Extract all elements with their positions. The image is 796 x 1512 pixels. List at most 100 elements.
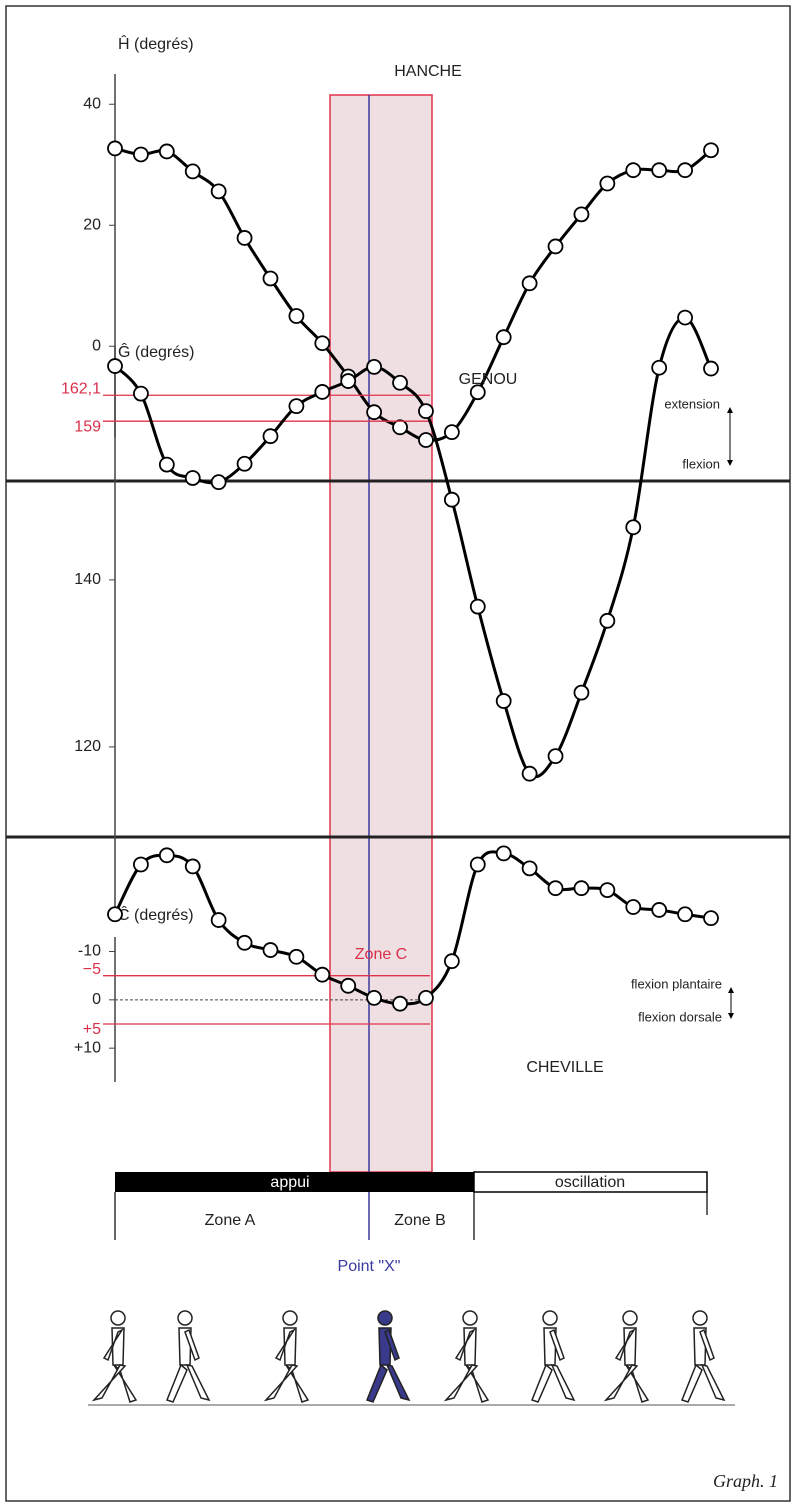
data-point xyxy=(599,612,616,629)
walker-arm xyxy=(614,1328,637,1362)
reference-label: +5 xyxy=(83,1021,101,1038)
data-point xyxy=(651,162,668,179)
walker-arm xyxy=(102,1328,125,1362)
data-point xyxy=(340,373,357,389)
phase-label: oscillation xyxy=(555,1174,625,1191)
data-point xyxy=(547,748,564,765)
data-point xyxy=(599,175,616,192)
walker-leg xyxy=(550,1363,576,1402)
zone-c-band xyxy=(329,94,433,1173)
data-point xyxy=(495,329,512,346)
data-point xyxy=(133,146,149,163)
phase-oscillation xyxy=(473,1171,708,1193)
data-point xyxy=(418,403,434,420)
chart-title: CHEVILLE xyxy=(526,1059,603,1076)
data-point xyxy=(366,404,383,421)
data-point xyxy=(210,912,227,928)
y-tick-label: +10 xyxy=(74,1039,101,1056)
data-point xyxy=(314,335,331,352)
walker-leg xyxy=(700,1363,726,1402)
zone-c-label: Zone C xyxy=(355,946,407,963)
annotation: flexion dorsale xyxy=(638,1009,722,1024)
data-point xyxy=(469,384,486,401)
walker-head xyxy=(462,1310,478,1326)
data-point xyxy=(236,230,253,246)
walker-leg xyxy=(185,1363,211,1402)
walker-leg xyxy=(531,1363,553,1403)
data-point xyxy=(340,977,357,994)
data-point xyxy=(107,358,123,374)
y-tick-label: 120 xyxy=(74,738,101,755)
data-point xyxy=(262,428,279,445)
zone-label: Zone B xyxy=(394,1212,446,1229)
data-point xyxy=(703,910,719,927)
data-point xyxy=(443,953,460,970)
walker-leg xyxy=(603,1364,639,1402)
walker-head xyxy=(692,1310,708,1326)
data-point xyxy=(625,519,642,536)
data-point xyxy=(288,398,305,415)
data-point xyxy=(469,598,486,615)
data-point xyxy=(288,948,305,965)
reference-label: 159 xyxy=(74,418,101,435)
walker-arm xyxy=(454,1328,477,1362)
data-point xyxy=(418,990,434,1006)
arrow-head xyxy=(728,1013,734,1019)
chart-title: GENOU xyxy=(459,371,518,388)
data-point xyxy=(703,142,719,159)
walker-leg xyxy=(366,1363,388,1403)
data-point xyxy=(210,183,227,200)
data-point xyxy=(469,856,486,873)
data-point xyxy=(495,693,512,709)
data-point xyxy=(288,308,305,324)
walker-arm xyxy=(184,1328,200,1362)
data-point xyxy=(573,880,590,897)
walker-head xyxy=(110,1310,126,1326)
walker-arm xyxy=(699,1328,715,1362)
chart-title: HANCHE xyxy=(394,63,462,80)
walker-figure xyxy=(603,1310,650,1403)
axis-label: Ĝ (degrés) xyxy=(118,342,194,361)
data-point xyxy=(366,358,383,375)
data-point xyxy=(107,906,123,923)
data-point xyxy=(547,238,564,255)
y-tick-label: 20 xyxy=(83,216,101,233)
data-point xyxy=(495,845,512,862)
data-point xyxy=(651,902,668,918)
data-point xyxy=(677,309,693,326)
phase-label: appui xyxy=(270,1174,309,1191)
data-point xyxy=(133,385,149,402)
zone-label: Zone A xyxy=(205,1212,256,1229)
data-point xyxy=(392,419,408,436)
caption: Graph. 1 xyxy=(713,1471,778,1491)
data-point xyxy=(314,966,331,983)
walker-head xyxy=(377,1310,393,1326)
walker-leg xyxy=(91,1364,127,1402)
point-x-label: Point "X" xyxy=(338,1258,401,1275)
arrow-head xyxy=(728,987,734,993)
walker-leg xyxy=(443,1364,479,1402)
data-point xyxy=(573,206,590,223)
walker-leg xyxy=(166,1363,188,1403)
data-point xyxy=(158,456,175,473)
data-point xyxy=(392,995,408,1012)
data-point xyxy=(521,860,538,877)
arrow-head xyxy=(727,407,733,413)
data-point xyxy=(184,163,201,180)
data-point xyxy=(625,162,642,179)
walker-arm xyxy=(549,1328,565,1362)
annotation: extension xyxy=(664,396,720,411)
data-point xyxy=(521,275,538,292)
walker-figure xyxy=(166,1310,211,1403)
data-point xyxy=(184,470,201,486)
phase-appui xyxy=(115,1172,474,1192)
walker-head xyxy=(542,1310,558,1326)
walker-leg xyxy=(263,1364,299,1402)
walker-arm xyxy=(384,1328,400,1362)
walker-figure xyxy=(91,1310,138,1403)
walker-figure xyxy=(681,1310,726,1403)
walker-head xyxy=(177,1310,193,1326)
y-tick-label: 40 xyxy=(83,95,101,112)
data-point xyxy=(184,858,201,875)
